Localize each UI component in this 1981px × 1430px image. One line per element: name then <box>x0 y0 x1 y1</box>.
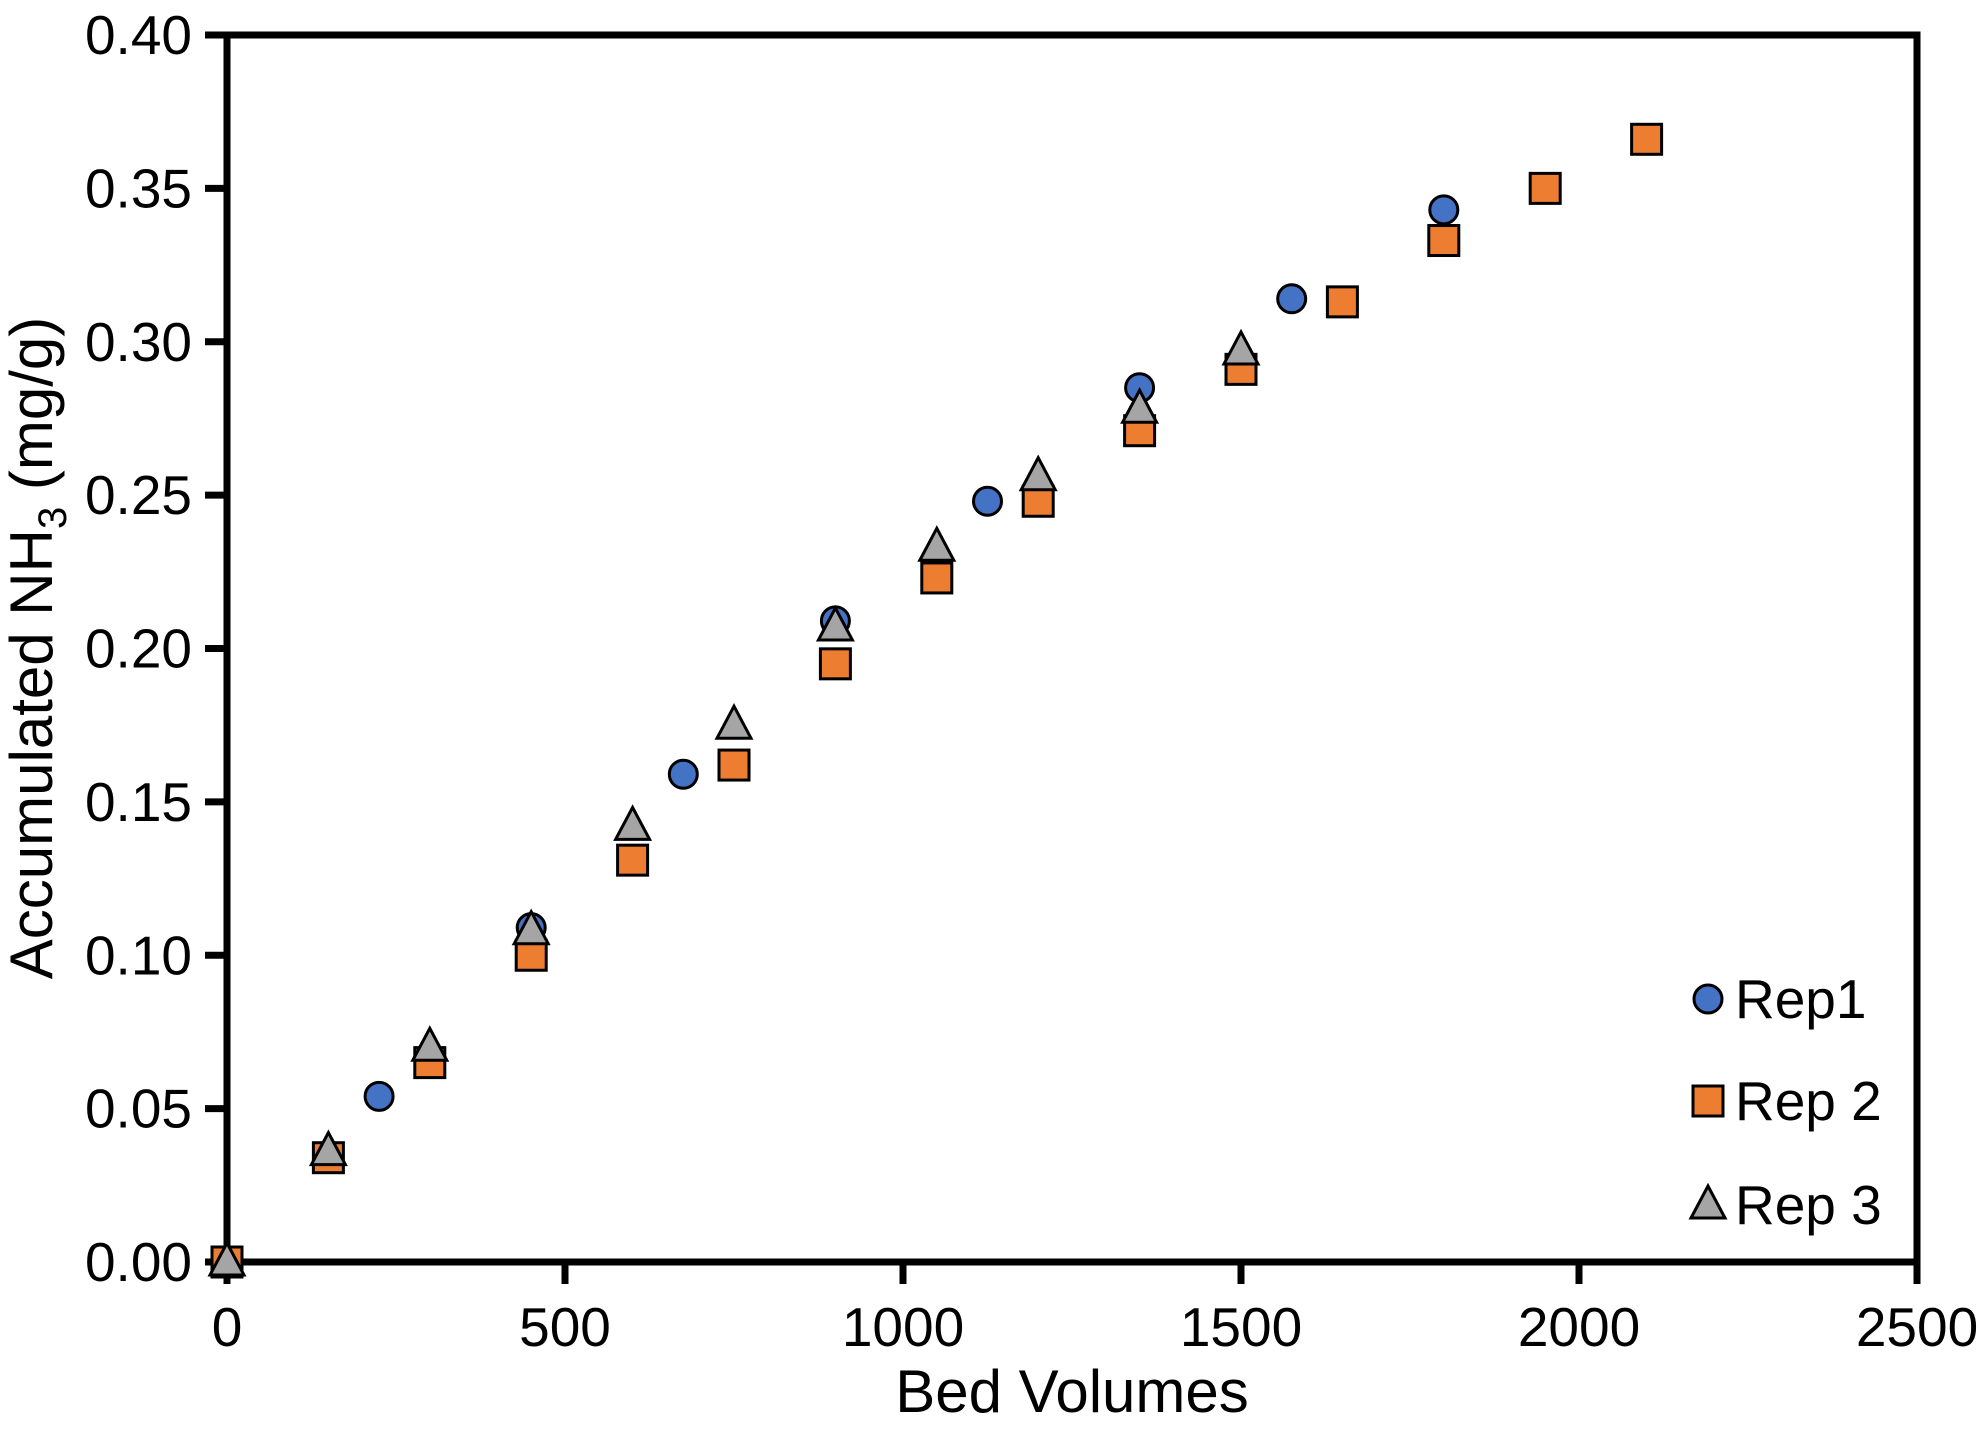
y-tick-label: 0.05 <box>85 1078 192 1140</box>
x-axis-title: Bed Volumes <box>895 1358 1249 1425</box>
square-marker data-point <box>1021 484 1055 518</box>
y-tick-label: 0.20 <box>85 618 192 680</box>
y-tick-label: 0.40 <box>85 4 192 66</box>
legend-label: Rep 2 <box>1735 1070 1882 1132</box>
circle-marker data-point <box>1276 283 1308 315</box>
circle-marker data-point <box>1428 194 1460 226</box>
square-marker data-point <box>717 748 751 782</box>
x-tick-label: 1000 <box>842 1296 964 1358</box>
circle-marker data-point <box>667 758 699 790</box>
y-axis-title-units: (mg/g) <box>0 317 65 507</box>
y-tick-label: 0.00 <box>85 1231 192 1293</box>
circle-marker data-point <box>363 1080 395 1112</box>
y-tick-label: 0.10 <box>85 924 192 986</box>
square-marker data-point <box>920 561 954 595</box>
triangle-marker data-point <box>613 804 653 841</box>
y-tick-label: 0.30 <box>85 311 192 373</box>
square-marker data-point <box>818 647 852 681</box>
y-tick-label: 0.15 <box>85 771 192 833</box>
x-tick-label: 1500 <box>1180 1296 1302 1358</box>
y-axis-title: Accumulated NH3 (mg/g) <box>0 317 75 979</box>
x-axis: 0 500 1000 1500 2000 2500 <box>212 1265 1978 1358</box>
circle-marker data-point <box>972 485 1003 517</box>
triangle-marker data-point <box>1120 387 1160 424</box>
triangle-marker data-point <box>511 908 551 946</box>
x-tick-label: 500 <box>519 1296 611 1358</box>
square-marker data-point <box>616 843 650 877</box>
circle-marker legend <box>1692 983 1724 1015</box>
y-axis: 0.00 0.05 0.10 0.15 0.20 0.25 0.30 0.35 0.40 <box>85 4 224 1293</box>
square-marker legend <box>1691 1084 1725 1118</box>
triangle-marker data-point <box>917 525 957 562</box>
square-marker data-point <box>1427 224 1461 258</box>
triangle-marker data-point <box>410 1025 450 1062</box>
legend-label: Rep1 <box>1735 968 1866 1030</box>
legend-item-rep-3: Rep 3 <box>1688 1174 1882 1236</box>
series-rep1 <box>211 194 1460 1278</box>
y-tick-label: 0.25 <box>85 464 192 526</box>
data-points <box>207 122 1664 1279</box>
y-axis-title-subscript: 3 <box>31 507 75 529</box>
series-rep-3 <box>207 328 1261 1277</box>
triangle-marker data-point <box>714 702 754 740</box>
y-axis-title-text: Accumulated NH <box>0 529 65 979</box>
x-tick-label: 2000 <box>1518 1296 1640 1358</box>
legend: Rep1 Rep 2 Rep 3 <box>1688 968 1882 1236</box>
triangle-marker data-point <box>308 1129 348 1167</box>
triangle-marker legend <box>1688 1182 1728 1220</box>
triangle-marker data-point <box>207 1239 247 1277</box>
x-tick-label: 0 <box>212 1296 243 1358</box>
triangle-marker data-point <box>1018 454 1058 492</box>
triangle-marker data-point <box>815 604 855 642</box>
y-tick-label: 0.35 <box>85 157 192 219</box>
series-rep-2 <box>210 122 1664 1279</box>
plot-area-border <box>223 31 1921 1266</box>
square-marker data-point <box>1630 122 1664 156</box>
legend-label: Rep 3 <box>1735 1174 1882 1236</box>
triangle-marker data-point <box>1221 328 1261 366</box>
legend-item-rep1: Rep1 <box>1692 968 1866 1030</box>
square-marker data-point <box>1528 171 1562 205</box>
square-marker data-point <box>1325 285 1359 319</box>
legend-item-rep-2: Rep 2 <box>1691 1070 1882 1132</box>
x-tick-label: 2500 <box>1856 1296 1978 1358</box>
